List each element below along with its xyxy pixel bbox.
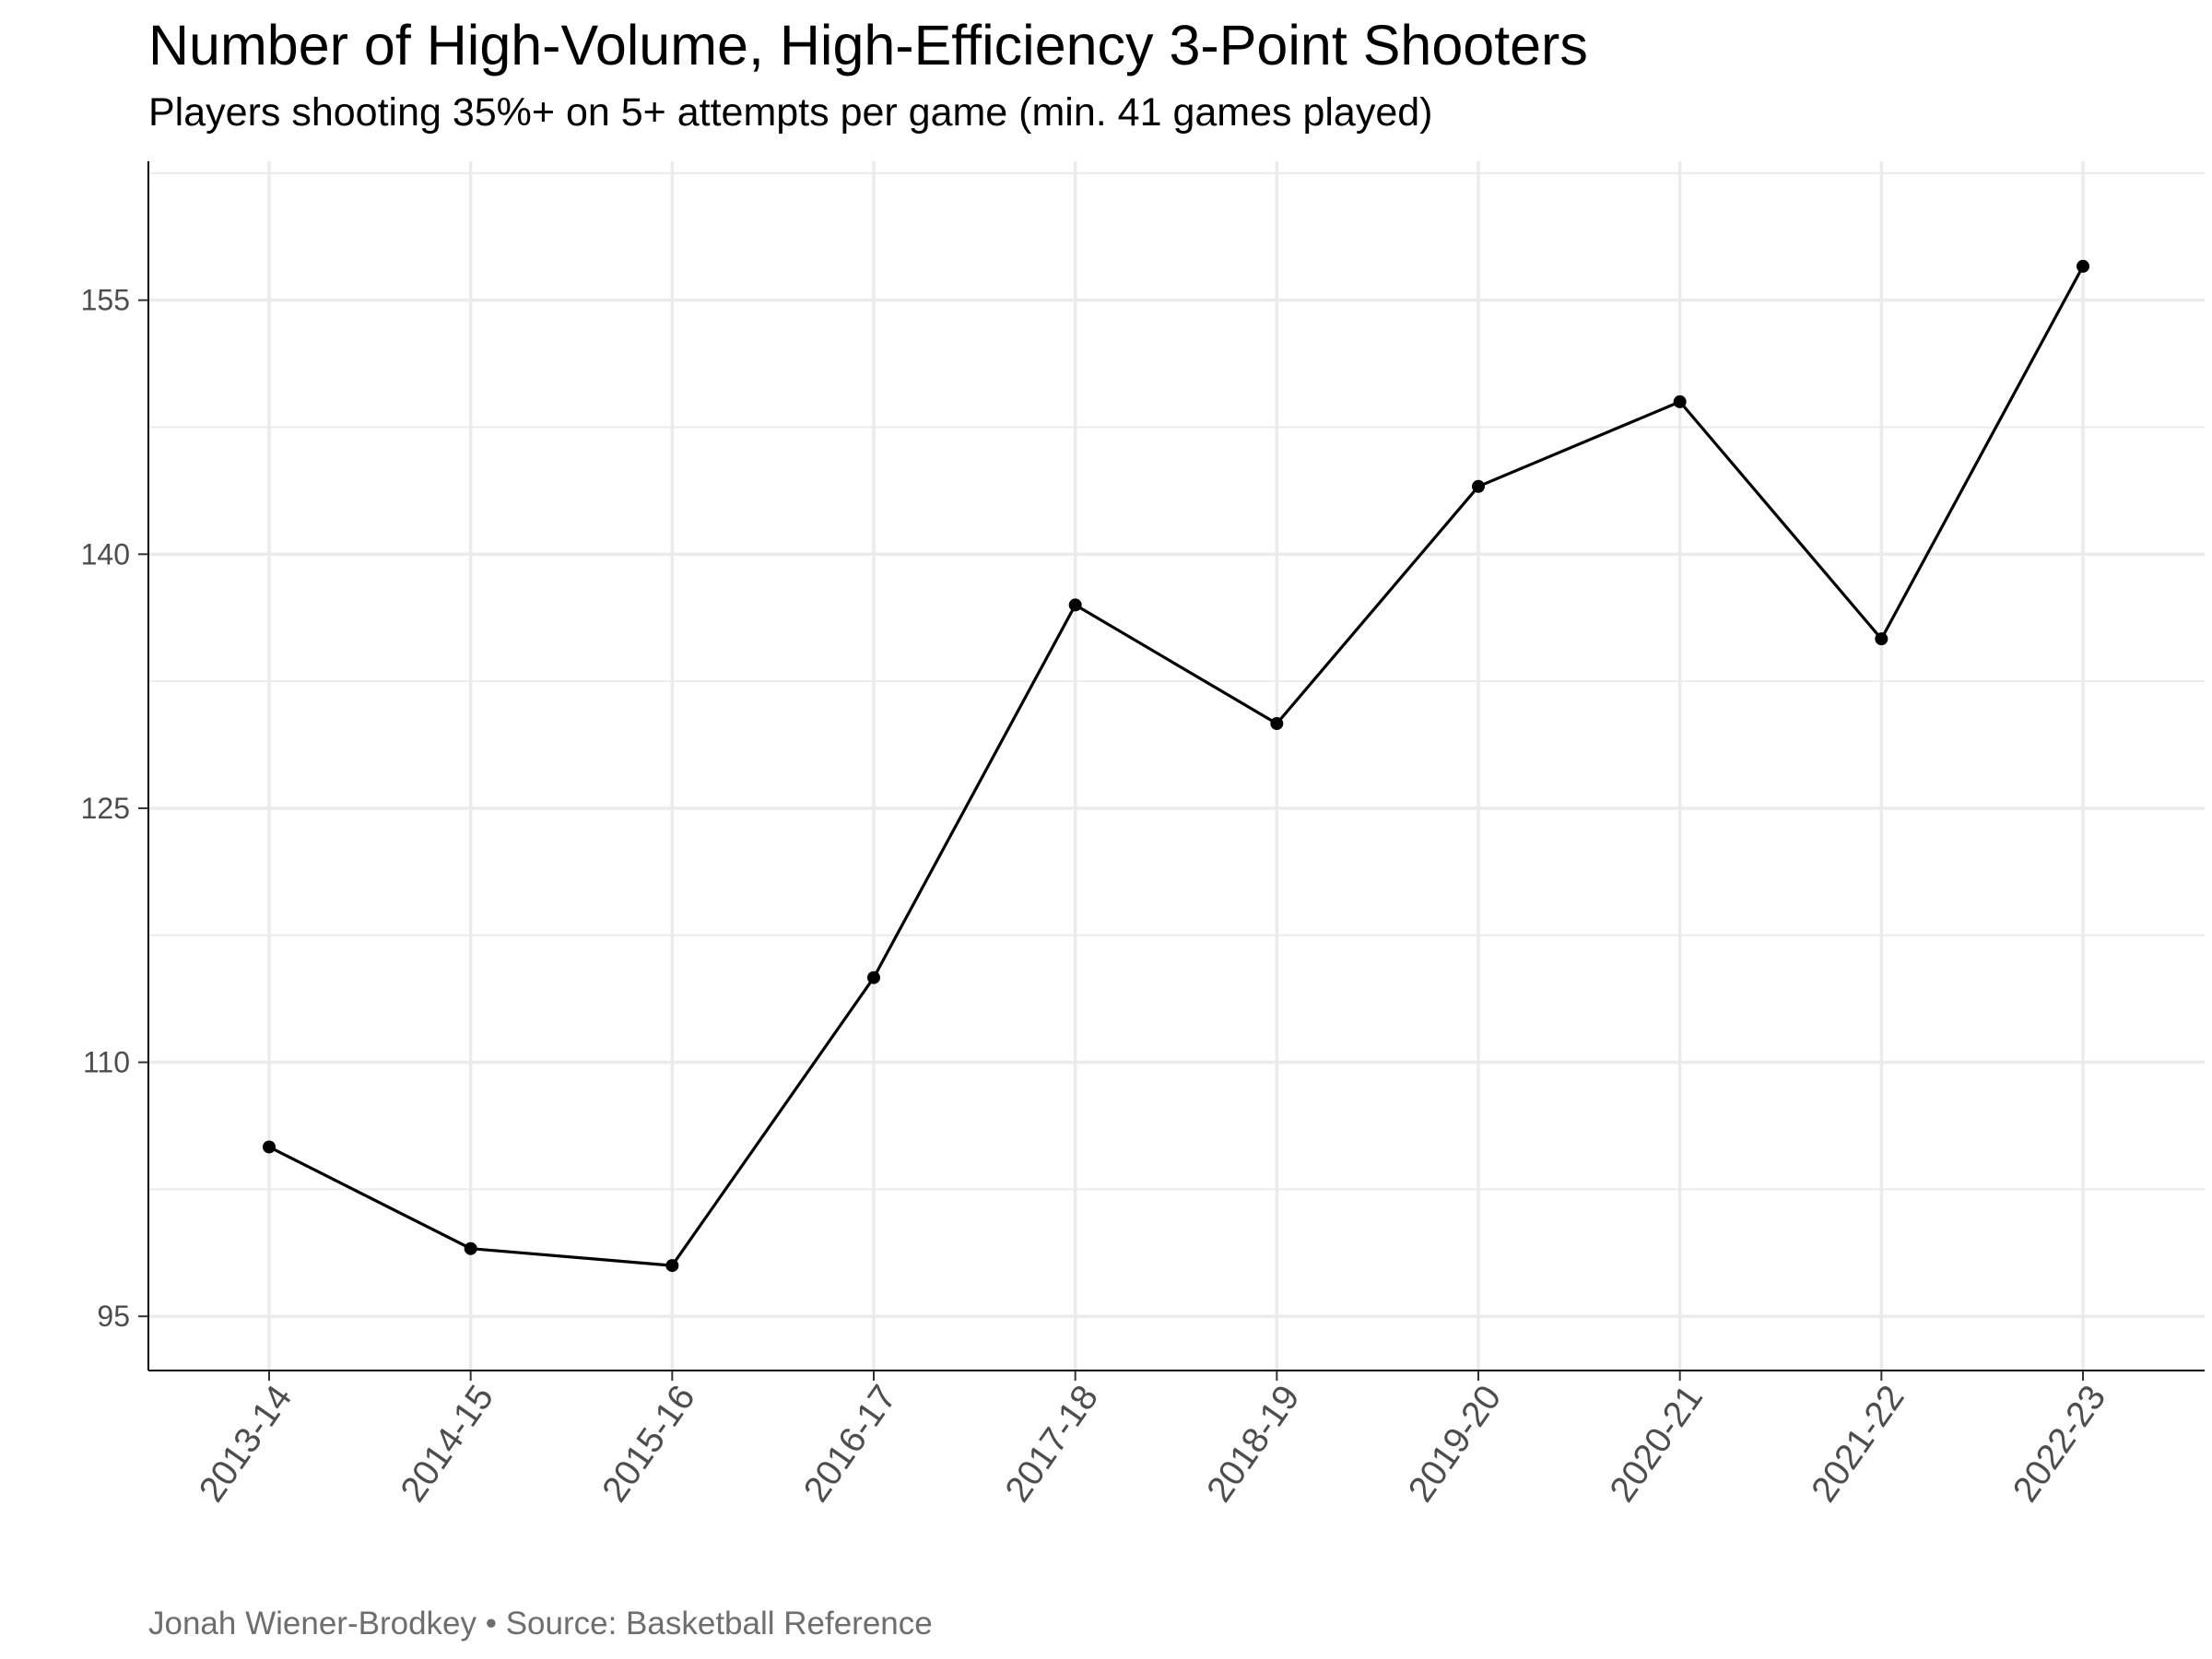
chart-subtitle: Players shooting 35%+ on 5+ attempts per…	[148, 90, 1433, 135]
x-tick-label: 2021-22	[1804, 1378, 1912, 1509]
y-tick-label: 155	[81, 284, 130, 317]
y-tick-label: 140	[81, 537, 130, 571]
data-points	[263, 259, 2089, 1273]
grid-lines	[148, 161, 2205, 1371]
data-point	[1068, 598, 1082, 612]
y-tick-label: 110	[83, 1046, 130, 1079]
data-point	[867, 971, 880, 984]
data-point	[1673, 394, 1687, 408]
axes	[138, 161, 2205, 1381]
x-tick-label: 2019-20	[1401, 1378, 1509, 1509]
y-tick-label: 125	[81, 792, 130, 825]
data-point	[263, 1140, 276, 1154]
data-point	[1875, 632, 1888, 646]
y-axis-tick-labels: 95 110 125 140 155	[81, 284, 130, 1334]
series-line-layer	[268, 265, 2085, 1267]
x-tick-label: 2014-15	[394, 1378, 501, 1509]
data-point	[464, 1241, 477, 1255]
data-point	[1472, 479, 1485, 493]
x-tick-label: 2018-19	[1199, 1378, 1307, 1509]
data-point	[1270, 717, 1284, 731]
x-tick-label: 2020-21	[1603, 1378, 1711, 1509]
chart-title: Number of High-Volume, High-Efficiency 3…	[148, 14, 1588, 76]
x-axis-tick-labels: 2013-14 2014-15 2015-16 2016-17 2017-18 2018-…	[192, 1378, 2113, 1509]
x-tick-label: 2015-16	[594, 1378, 702, 1509]
data-point	[665, 1259, 679, 1273]
series-line	[268, 265, 2085, 1267]
chart-caption: Jonah Wiener-Brodkey • Source: Basketbal…	[148, 1606, 933, 1641]
y-tick-label: 95	[97, 1300, 130, 1333]
x-tick-label: 2017-18	[998, 1378, 1106, 1509]
x-tick-label: 2022-23	[2006, 1378, 2113, 1509]
x-tick-label: 2013-14	[192, 1378, 300, 1509]
x-tick-label: 2016-17	[796, 1378, 904, 1509]
data-point	[2077, 259, 2089, 273]
